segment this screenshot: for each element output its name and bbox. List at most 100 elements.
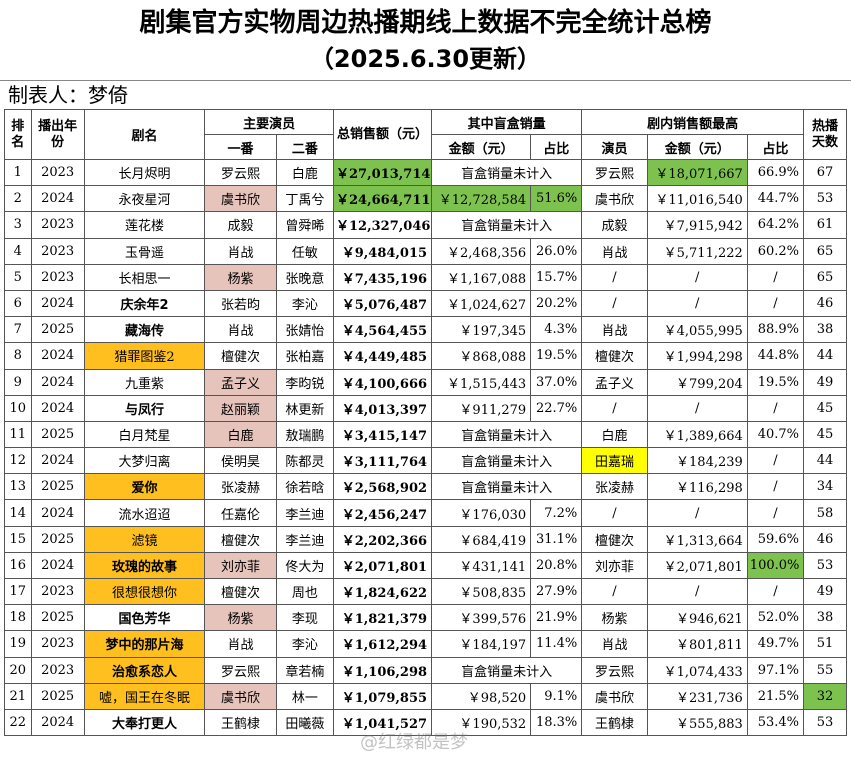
cell-bb-amount: ￥431,141: [431, 551, 532, 580]
cell-lead2: 林一: [275, 682, 335, 710]
cell-drama: 爱你: [83, 473, 206, 501]
cell-bb-ratio: 20.8%: [530, 551, 583, 580]
cell-year: 2025: [30, 420, 85, 449]
cell-drama: 流水迢迢: [83, 499, 206, 527]
cell-top-amount: ￥1,994,298: [646, 342, 748, 370]
cell-drama: 庆余年2: [83, 289, 206, 318]
header-main-cast: 主要演员: [204, 109, 334, 135]
cell-lead1: 檀健次: [204, 525, 277, 553]
cell-total: ￥9,484,015: [332, 237, 433, 265]
cell-total: ￥3,415,147: [332, 420, 433, 449]
cell-lead1: 杨紫: [204, 604, 277, 632]
cell-days: 32: [803, 682, 847, 710]
cell-lead1: 刘亦菲: [204, 551, 277, 580]
cell-year: 2024: [30, 708, 85, 737]
cell-rank: 13: [4, 473, 32, 501]
cell-drama: 永夜星河: [83, 185, 206, 213]
cell-days: 65: [803, 237, 847, 265]
cell-year: 2024: [30, 185, 85, 213]
cell-bb-ratio: 37.0%: [530, 368, 583, 396]
cell-days: 49: [803, 368, 847, 396]
cell-lead2: 林更新: [275, 394, 335, 422]
cell-top-amount: ￥1,313,664: [646, 525, 748, 553]
cell-total: ￥1,612,294: [332, 630, 433, 658]
cell-total: ￥1,106,298: [332, 656, 433, 684]
cell-bb-note: 盲盒销量未计入: [431, 420, 583, 449]
cell-days: 55: [803, 656, 847, 684]
cell-top-amount: ￥5,711,222: [646, 237, 748, 265]
cell-top-ratio: /: [746, 289, 805, 318]
cell-lead1: 任嘉伦: [204, 499, 277, 527]
header-days: 热播天数: [803, 109, 847, 160]
cell-actor: 白鹿: [581, 420, 648, 449]
cell-top-amount: /: [646, 289, 748, 318]
cell-drama: 九重紫: [83, 368, 206, 396]
table-row: 5 2023 长相思一 杨紫 张晚意 ￥7,435,196 ￥1,167,088 15.7% /…: [4, 263, 847, 291]
cell-top-amount: ￥184,239: [646, 447, 748, 475]
cell-bb-ratio: 11.4%: [530, 630, 583, 658]
cell-total: ￥7,435,196: [332, 263, 433, 291]
cell-drama: 滤镜: [83, 525, 206, 553]
cell-actor: 檀健次: [581, 525, 648, 553]
cell-lead2: 曾舜晞: [275, 211, 335, 239]
cell-top-ratio: 97.1%: [746, 656, 805, 684]
cell-top-ratio: 49.7%: [746, 630, 805, 658]
cell-bb-ratio: 9.1%: [530, 682, 583, 710]
cell-lead2: 李现: [275, 604, 335, 632]
header-rank: 排名: [4, 109, 32, 160]
table-row: 20 2023 治愈系恋人 罗云熙 章若楠 ￥1,106,298 盲盒销量未计入 罗云熙 ￥1,…: [4, 656, 847, 684]
cell-drama: 大奉打更人: [83, 708, 206, 737]
cell-drama: 玫瑰的故事: [83, 551, 206, 580]
table-row: 11 2025 白月梵星 白鹿 敖瑞鹏 ￥3,415,147 盲盒销量未计入 白鹿 ￥1,389…: [4, 420, 847, 449]
cell-actor: /: [581, 577, 648, 606]
cell-bb-ratio: 51.6%: [530, 185, 583, 213]
cell-days: 38: [803, 604, 847, 632]
cell-lead1: 罗云熙: [204, 158, 277, 187]
cell-actor: 罗云熙: [581, 656, 648, 684]
cell-bb-ratio: 4.3%: [530, 316, 583, 344]
cell-lead1: 张若昀: [204, 289, 277, 318]
cell-lead2: 李沁: [275, 630, 335, 658]
cell-actor: 王鹤棣: [581, 708, 648, 737]
cell-total: ￥4,564,455: [332, 316, 433, 344]
cell-top-ratio: 40.7%: [746, 420, 805, 449]
cell-days: 65: [803, 263, 847, 291]
cell-bb-note: 盲盒销量未计入: [431, 211, 583, 239]
table-row: 12 2024 大梦归离 侯明昊 陈都灵 ￥3,111,764 盲盒销量未计入 田嘉瑞 ￥184…: [4, 447, 847, 475]
cell-rank: 3: [4, 211, 32, 239]
cell-lead2: 任敏: [275, 237, 335, 265]
cell-rank: 6: [4, 289, 32, 318]
cell-top-ratio: 52.0%: [746, 604, 805, 632]
cell-bb-amount: ￥184,197: [431, 630, 532, 658]
cell-days: 46: [803, 525, 847, 553]
cell-days: 34: [803, 473, 847, 501]
cell-top-amount: ￥18,071,667: [646, 158, 748, 187]
cell-days: 38: [803, 316, 847, 344]
cell-days: 53: [803, 185, 847, 213]
cell-year: 2024: [30, 499, 85, 527]
cell-actor: 虞书欣: [581, 682, 648, 710]
cell-year: 2024: [30, 368, 85, 396]
cell-top-ratio: /: [746, 447, 805, 475]
cell-days: 44: [803, 342, 847, 370]
cell-total: ￥1,821,379: [332, 604, 433, 632]
cell-days: 61: [803, 211, 847, 239]
cell-drama: 大梦归离: [83, 447, 206, 475]
cell-year: 2024: [30, 394, 85, 422]
cell-bb-amount: ￥2,468,356: [431, 237, 532, 265]
table-row: 8 2024 猎罪图鉴2 檀健次 张柏嘉 ￥4,449,485 ￥868,088 19.5% 檀…: [4, 342, 847, 370]
cell-year: 2024: [30, 289, 85, 318]
cell-bb-amount: ￥684,419: [431, 525, 532, 553]
cell-lead2: 敖瑞鹏: [275, 420, 335, 449]
cell-drama: 国色芳华: [83, 604, 206, 632]
header-actor: 演员: [581, 134, 648, 160]
cell-total: ￥2,071,801: [332, 551, 433, 580]
cell-year: 2023: [30, 158, 85, 187]
cell-lead1: 肖战: [204, 237, 277, 265]
table-row: 15 2025 滤镜 檀健次 李兰迪 ￥2,202,366 ￥684,419 31.1% 檀健次…: [4, 525, 847, 553]
header-year: 播出年份: [30, 109, 85, 160]
cell-year: 2024: [30, 447, 85, 475]
table-row: 3 2023 莲花楼 成毅 曾舜晞 ￥12,327,046 盲盒销量未计入 成毅 ￥7,915,…: [4, 211, 847, 239]
cell-lead1: 罗云熙: [204, 656, 277, 684]
cell-top-amount: /: [646, 499, 748, 527]
